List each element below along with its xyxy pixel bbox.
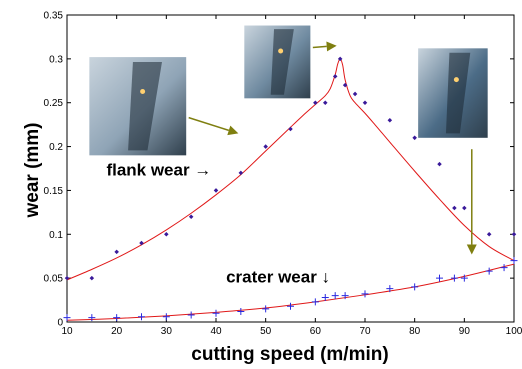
data-point bbox=[88, 314, 96, 322]
data-point bbox=[462, 205, 467, 211]
data-point bbox=[436, 274, 443, 282]
arrow-head bbox=[466, 244, 477, 255]
data-point bbox=[162, 313, 170, 321]
x-tick-label: 10 bbox=[61, 326, 73, 337]
data-point bbox=[460, 274, 468, 282]
data-point bbox=[486, 232, 492, 237]
data-point bbox=[387, 117, 393, 123]
glow-spot bbox=[278, 48, 284, 54]
arrow-head bbox=[227, 125, 239, 136]
data-point bbox=[437, 161, 442, 167]
glow-spot bbox=[140, 88, 146, 94]
y-tick-label: 0.25 bbox=[44, 98, 64, 109]
data-point bbox=[386, 285, 394, 293]
x-tick-label: 50 bbox=[260, 326, 272, 337]
data-point bbox=[139, 240, 144, 246]
data-point bbox=[213, 188, 219, 193]
annotation-layer: flank wear → crater wear ↓ bbox=[106, 161, 330, 287]
tool-tip-photo bbox=[244, 25, 311, 99]
tool-shape bbox=[128, 62, 162, 151]
data-point bbox=[323, 100, 328, 105]
photo-layer bbox=[89, 25, 488, 156]
data-point bbox=[485, 267, 493, 275]
x-tick-label: 80 bbox=[409, 326, 421, 337]
data-point bbox=[450, 274, 458, 282]
y-tick-label: 0.15 bbox=[44, 186, 64, 197]
x-tick-label: 90 bbox=[459, 326, 471, 337]
data-point bbox=[114, 249, 119, 255]
data-point bbox=[510, 257, 518, 265]
x-tick-label: 30 bbox=[161, 326, 173, 337]
arrow-shaft bbox=[188, 116, 230, 132]
x-tick-label: 100 bbox=[506, 326, 522, 337]
plot-frame bbox=[66, 14, 515, 323]
y-tick-label: 0.2 bbox=[49, 142, 63, 153]
data-point bbox=[89, 275, 95, 281]
data-point bbox=[164, 232, 169, 237]
data-point bbox=[337, 56, 343, 62]
data-point bbox=[331, 292, 339, 300]
data-point bbox=[63, 314, 71, 322]
data-point bbox=[212, 309, 220, 317]
data-point bbox=[361, 290, 369, 298]
data-point bbox=[362, 100, 368, 105]
tool-crater-photo bbox=[418, 48, 488, 138]
y-tick-label: 0.05 bbox=[44, 274, 64, 285]
data-point bbox=[263, 144, 268, 149]
glow-spot bbox=[453, 77, 459, 83]
x-tick-label: 70 bbox=[359, 326, 371, 337]
arrow-shaft bbox=[312, 45, 327, 49]
data-point bbox=[511, 232, 517, 237]
data-point bbox=[287, 302, 294, 310]
data-point bbox=[262, 305, 270, 313]
data-point bbox=[138, 313, 145, 321]
y-tick-label: 0 bbox=[57, 318, 63, 329]
data-point bbox=[313, 100, 318, 105]
y-tick-label: 0.35 bbox=[44, 11, 64, 22]
data-point bbox=[341, 292, 349, 300]
data-point bbox=[188, 214, 194, 220]
y-axis-title: wear (mm) bbox=[22, 122, 43, 218]
data-point bbox=[288, 126, 293, 132]
tick-layer: 10 20 30 40 50 60 70 80 90 100 0 0.05 0.1 0.15 0.2 0.25… bbox=[44, 11, 522, 338]
y-tick-label: 0.3 bbox=[49, 54, 63, 65]
y-tick-label: 0.1 bbox=[49, 230, 63, 241]
x-tick-label: 40 bbox=[210, 326, 222, 337]
callout-arrow bbox=[312, 41, 337, 52]
data-point bbox=[311, 298, 319, 306]
data-point-layer bbox=[63, 56, 518, 322]
data-point bbox=[500, 264, 508, 272]
data-point bbox=[187, 311, 195, 319]
arrow-head bbox=[326, 41, 337, 52]
data-point bbox=[321, 293, 329, 301]
data-point bbox=[411, 283, 419, 291]
tool-shape bbox=[445, 52, 471, 134]
tool-shape bbox=[270, 29, 294, 95]
data-point bbox=[412, 135, 417, 141]
callout-arrow bbox=[466, 149, 477, 255]
data-point bbox=[113, 314, 121, 322]
plot-border bbox=[66, 14, 515, 323]
series-annotation: flank wear → bbox=[106, 161, 211, 180]
x-tick-label: 20 bbox=[111, 326, 123, 337]
data-point bbox=[452, 205, 457, 211]
data-point bbox=[352, 91, 358, 97]
arrow-layer bbox=[188, 41, 477, 255]
data-point bbox=[238, 170, 244, 176]
callout-arrow bbox=[188, 116, 239, 136]
tool-flank-photo bbox=[89, 57, 187, 156]
data-point bbox=[332, 74, 338, 79]
series-annotation: crater wear ↓ bbox=[226, 268, 330, 287]
x-tick-label: 60 bbox=[310, 326, 322, 337]
data-point bbox=[237, 307, 245, 315]
x-axis-title: cutting speed (m/min) bbox=[191, 344, 388, 364]
